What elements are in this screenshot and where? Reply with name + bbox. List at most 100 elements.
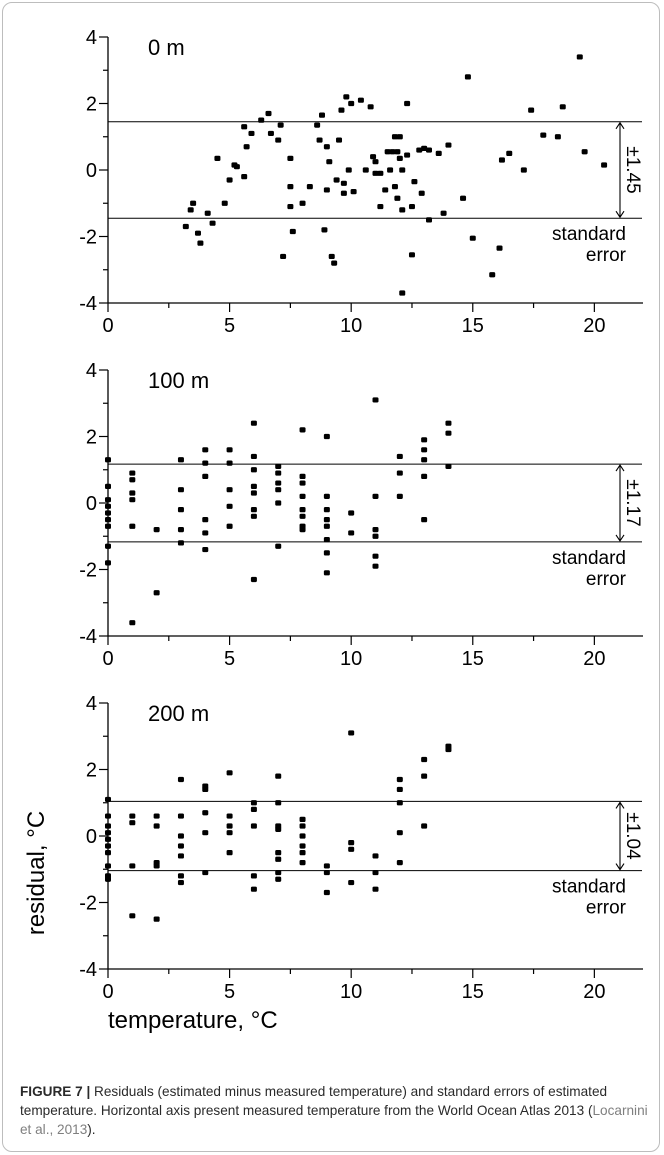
data-point	[382, 187, 389, 193]
data-point	[323, 863, 330, 869]
data-point	[372, 553, 379, 559]
data-point	[426, 217, 432, 223]
data-point	[226, 830, 233, 836]
data-point	[319, 112, 325, 118]
data-point	[323, 536, 330, 543]
standard-error-label: error	[586, 245, 627, 266]
data-point	[177, 776, 184, 783]
data-point	[396, 776, 403, 783]
arrow-head-up	[615, 464, 625, 472]
data-point	[345, 167, 352, 173]
y-tick-label: -4	[79, 626, 97, 648]
arrow-head-down	[615, 534, 625, 542]
x-tick-label: 15	[462, 648, 484, 670]
data-point	[498, 157, 505, 163]
data-point	[348, 100, 355, 107]
y-tick-label: -4	[79, 293, 97, 315]
data-point	[226, 770, 233, 776]
data-point	[129, 523, 136, 529]
data-point	[105, 836, 111, 842]
data-point	[326, 159, 333, 165]
data-point	[348, 730, 355, 736]
data-point	[250, 467, 257, 473]
data-point	[248, 130, 255, 137]
arrow-head-up	[615, 121, 625, 130]
data-point	[105, 517, 111, 523]
data-point	[435, 150, 442, 156]
data-point	[105, 510, 111, 516]
data-point	[581, 149, 588, 155]
data-point	[445, 420, 452, 426]
data-point	[314, 122, 321, 128]
data-point	[399, 290, 406, 296]
data-point	[280, 253, 287, 260]
y-axis-title: residual, °C	[23, 811, 50, 935]
data-point	[399, 167, 406, 173]
data-point	[404, 152, 411, 158]
x-tick-label: 5	[224, 981, 235, 1003]
data-point	[202, 460, 209, 466]
data-point	[226, 850, 233, 856]
data-point	[177, 873, 184, 879]
data-point	[105, 863, 111, 869]
data-point	[241, 174, 248, 180]
data-point	[421, 517, 428, 523]
data-point	[323, 507, 330, 513]
data-point	[489, 272, 496, 278]
standard-error-label: standard	[552, 224, 626, 245]
data-point	[202, 786, 209, 793]
data-point	[226, 177, 233, 183]
data-point	[226, 813, 233, 819]
data-point	[348, 840, 355, 846]
data-point	[394, 149, 401, 155]
data-point	[370, 154, 377, 160]
data-point	[275, 869, 282, 876]
data-point	[408, 252, 415, 258]
data-point	[460, 195, 467, 201]
data-point	[289, 228, 296, 235]
data-point	[129, 497, 136, 503]
data-point	[226, 503, 233, 509]
data-point	[323, 550, 330, 556]
standard-error-label: standard	[552, 877, 626, 898]
data-point	[348, 530, 355, 536]
data-point	[105, 796, 111, 803]
data-point	[469, 235, 476, 241]
data-point	[129, 813, 136, 819]
data-point	[226, 523, 233, 529]
data-point	[129, 620, 136, 626]
data-point	[299, 860, 306, 866]
data-point	[233, 164, 240, 170]
data-point	[287, 184, 294, 190]
data-point	[394, 195, 401, 201]
data-point	[372, 170, 379, 176]
data-point	[496, 245, 503, 251]
y-tick-label: 2	[86, 427, 97, 449]
data-point	[357, 97, 364, 103]
data-point	[391, 134, 398, 140]
data-point	[202, 447, 209, 453]
data-point	[377, 170, 384, 176]
x-tick-label: 10	[340, 981, 362, 1003]
data-point	[250, 490, 257, 496]
data-point	[323, 570, 330, 576]
data-point	[389, 149, 396, 155]
data-point	[396, 493, 403, 499]
data-point	[323, 433, 330, 440]
y-tick-label: 2	[86, 760, 97, 782]
data-point	[275, 856, 282, 862]
data-point	[348, 879, 355, 886]
data-point	[306, 184, 313, 190]
data-point	[333, 177, 340, 183]
data-point	[202, 810, 209, 816]
data-point	[177, 507, 184, 513]
standard-error-value-label: ±1.17	[622, 479, 643, 526]
caption-reference-link[interactable]: Locarnini et al., 2013	[20, 1103, 648, 1137]
data-point	[299, 527, 306, 533]
data-point	[202, 546, 209, 553]
data-point	[299, 200, 306, 206]
data-point	[177, 527, 184, 533]
data-point	[265, 110, 272, 117]
